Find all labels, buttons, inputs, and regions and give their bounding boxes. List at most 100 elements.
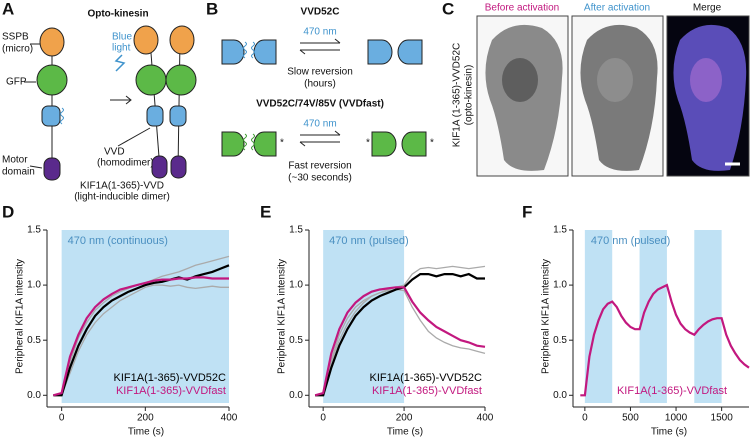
vvd xyxy=(253,39,277,65)
axis-label: (opto-kinesin) xyxy=(464,65,475,126)
x-axis-title: Time (s) xyxy=(387,427,423,438)
arrow-head xyxy=(334,130,341,136)
series-line xyxy=(53,276,229,397)
label: Slow reversion xyxy=(287,67,353,78)
line-chart: 470 nm (pulsed) 0.0 0.5 1.0 1.5 0 500 1000 1500 T… xyxy=(541,225,750,438)
sspb xyxy=(39,27,65,57)
asterisk: * xyxy=(280,138,284,149)
leader xyxy=(117,127,151,147)
column-header: After activation xyxy=(584,3,650,14)
label: (light-inducible dimer) xyxy=(74,192,170,203)
panel-label: E xyxy=(260,202,271,221)
legend-label: KIF1A(1-365)-VVDfast xyxy=(116,385,226,397)
x-tick-label: 1000 xyxy=(665,413,688,424)
arrow-head xyxy=(299,49,306,55)
arrow-head xyxy=(125,95,132,105)
series-line xyxy=(53,264,230,397)
x-tick-label: 0 xyxy=(320,413,326,424)
panel-label: D xyxy=(2,202,14,221)
y-tick-label: 0.5 xyxy=(553,335,567,346)
legend-label: KIF1A(1-365)-VVDfast xyxy=(372,385,482,397)
column-header: Before activation xyxy=(485,3,560,14)
linker xyxy=(149,39,161,171)
series-line xyxy=(580,283,750,397)
diagram-title: VVD52C xyxy=(301,7,340,18)
diagram-b: VVD52C 470 nm Slow reversion (hours) VVD… xyxy=(221,7,434,184)
label: Motor xyxy=(2,155,28,166)
x-tick-label: 400 xyxy=(221,413,238,424)
asterisk: * xyxy=(430,138,434,149)
shade-label: 470 nm (continuous) xyxy=(68,235,168,247)
y-tick-label: 1.5 xyxy=(553,225,567,236)
wave xyxy=(243,41,247,59)
vvdfast xyxy=(253,131,277,157)
motor xyxy=(151,155,168,179)
label: SSPB xyxy=(2,32,29,43)
motor xyxy=(170,155,187,179)
sspb xyxy=(169,25,195,55)
x-tick-label: 0 xyxy=(582,413,588,424)
y-tick-label: 0.0 xyxy=(27,390,41,401)
light-bolt xyxy=(114,54,126,72)
y-tick-label: 1.5 xyxy=(289,225,303,236)
label: (micro) xyxy=(2,44,33,55)
y-tick-label: 1.5 xyxy=(27,225,41,236)
y-tick-label: 1.0 xyxy=(289,280,303,291)
label: KIF1A(1-365)-VVD xyxy=(80,181,164,192)
y-axis-title: Peripheral KIF1A intensity xyxy=(541,259,552,374)
axis-label: KIF1A (1-365)-VVD52C xyxy=(452,43,463,148)
y-tick-label: 1.0 xyxy=(553,280,567,291)
panel-label: B xyxy=(206,0,218,18)
nucleus xyxy=(502,58,538,102)
asterisk: * xyxy=(366,138,370,149)
arrow-head xyxy=(334,38,341,44)
y-axis-title: Peripheral KIF1A intensity xyxy=(15,259,26,374)
y-tick-label: 0.0 xyxy=(289,390,303,401)
label: GFP xyxy=(6,77,27,88)
panel-label: A xyxy=(2,0,14,18)
label: Fast reversion xyxy=(288,161,351,172)
vvd xyxy=(221,39,245,65)
x-tick-label: 200 xyxy=(137,413,154,424)
y-tick-label: 1.0 xyxy=(27,280,41,291)
column-header: Merge xyxy=(693,3,722,14)
panel-label: F xyxy=(522,202,532,221)
vvd xyxy=(146,105,164,127)
nucleus xyxy=(690,58,722,102)
vvdfast xyxy=(401,131,427,157)
label: (~30 seconds) xyxy=(288,173,352,184)
x-tick-label: 1500 xyxy=(711,413,734,424)
x-tick-label: 200 xyxy=(396,413,413,424)
light-period xyxy=(61,230,229,403)
label: domain xyxy=(2,167,35,178)
trace-line xyxy=(315,288,486,396)
vvdfast xyxy=(371,131,397,157)
label: 470 nm xyxy=(303,119,336,130)
arrow-head xyxy=(299,141,306,147)
x-tick-label: 400 xyxy=(477,413,494,424)
gfp xyxy=(165,64,197,96)
label: (homodimer) xyxy=(97,158,154,169)
light-period xyxy=(323,230,405,403)
vvd xyxy=(169,105,187,127)
line-chart: 470 nm (pulsed) 0.0 0.5 1.0 1.5 0 200 400 Time (… xyxy=(277,225,494,438)
shade-label: 470 nm (pulsed) xyxy=(329,235,409,247)
x-axis-title: Time (s) xyxy=(128,427,164,438)
wave xyxy=(60,107,64,125)
diagram-title: Opto-kinesin xyxy=(87,9,148,20)
legend-label: KIF1A(1-365)-VVDfast xyxy=(617,385,727,397)
panel-label: C xyxy=(442,0,454,18)
linker xyxy=(177,39,181,171)
y-tick-label: 0.0 xyxy=(553,390,567,401)
shade-label: 470 nm (pulsed) xyxy=(591,235,671,247)
series-line xyxy=(314,286,486,397)
wave xyxy=(251,41,255,59)
gfp xyxy=(36,64,68,96)
label: 470 nm xyxy=(303,27,336,38)
diagram-title: VVD52C/74V/85V (VVDfast) xyxy=(256,99,384,110)
sspb xyxy=(133,25,159,55)
micrographs: KIF1A (1-365)-VVD52C (opto-kinesin) Befo… xyxy=(452,3,750,177)
charts: 470 nm (continuous) 0.0 0.5 1.0 1.5 0 200 400 Ti… xyxy=(15,225,750,438)
line-chart: 470 nm (continuous) 0.0 0.5 1.0 1.5 0 200 400 Ti… xyxy=(15,225,238,438)
